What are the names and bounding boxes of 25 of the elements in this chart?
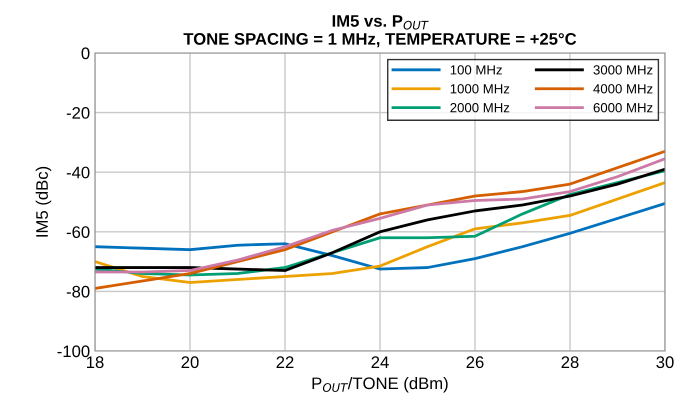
line-series [95,181,665,284]
x-axis-title: P$_{OUT}$/TONE (dBm) [312,376,448,392]
legend-label: 1000 MHz [450,84,510,94]
x-tick-label: 30 [656,356,674,368]
line-series [95,150,665,290]
y-tick-label: 0 [82,47,90,60]
legend-label: 6000 MHz [594,103,652,112]
legend-label: 3000 MHz [593,65,652,75]
legend-label: 100 MHz [450,65,502,75]
x-tick-label: 24 [372,356,389,368]
x-tick-label: 20 [182,356,199,368]
y-tick-label: -80 [66,286,90,298]
y-tick-label: -40 [66,166,90,178]
y-tick-label: -60 [66,226,90,238]
y-axis-title: IM5 (dBc) [36,166,52,237]
x-tick-label: 26 [466,356,484,368]
line-series [95,202,665,270]
x-tick-label: 28 [562,356,579,368]
legend-label: 4000 MHz [593,84,652,94]
y-tick-label: -100 [58,345,90,358]
chart-title: IM5 vs. P$_{OUT}$ TONE SPACING = 1 MHz, TEMPERATURE = +25°C [184,15,576,48]
x-tick-label: 22 [276,356,294,368]
legend-label: 2000 MHz [450,103,510,112]
x-tick-label: 18 [87,356,104,368]
y-tick-label: -20 [66,107,90,119]
